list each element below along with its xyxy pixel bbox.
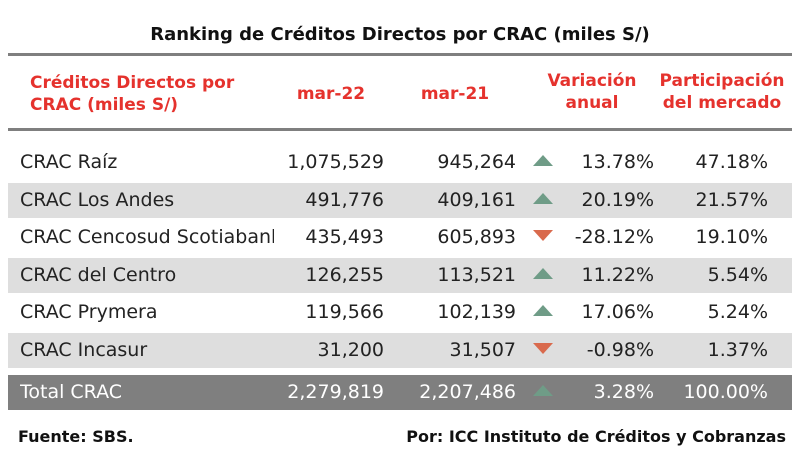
- row-name: CRAC del Centro: [20, 264, 177, 286]
- row-name: CRAC Prymera: [20, 301, 158, 323]
- trend-down-icon: [530, 220, 556, 255]
- row-name: CRAC Cencosud Scotiabank: [20, 226, 274, 248]
- row-variation: 17.06%: [581, 301, 654, 323]
- row-mar-22: 491,776: [305, 189, 384, 211]
- row-mar-21: 605,893: [437, 226, 516, 248]
- row-name: CRAC Raíz: [20, 151, 118, 173]
- table-row: CRAC Los Andes 491,776 409,161 20.19% 21.57%: [8, 183, 792, 218]
- row-share: 1.37%: [707, 339, 768, 361]
- header-name-line1: Créditos Directos por: [30, 73, 235, 93]
- top-rule: [8, 53, 792, 56]
- row-mar-21: 113,521: [437, 264, 516, 286]
- row-variation: 13.78%: [581, 151, 654, 173]
- trend-down-icon: [530, 333, 556, 368]
- header-variation: Variación anual: [532, 70, 652, 114]
- header-variation-line1: Variación: [547, 71, 637, 91]
- row-name: CRAC Incasur: [20, 339, 148, 361]
- row-mar-22: 119,566: [305, 301, 384, 323]
- row-share: 19.10%: [695, 226, 768, 248]
- row-share: 5.24%: [707, 301, 768, 323]
- total-mar-22: 2,279,819: [287, 381, 384, 403]
- total-mar-21: 2,207,486: [419, 381, 516, 403]
- chart-title: Ranking de Créditos Directos por CRAC (m…: [150, 24, 650, 45]
- trend-up-icon: [530, 295, 556, 330]
- table-row: CRAC Incasur 31,200 31,507 -0.98% 1.37%: [8, 333, 792, 368]
- row-name: CRAC Los Andes: [20, 189, 175, 211]
- row-mar-21: 409,161: [437, 189, 516, 211]
- row-share: 5.54%: [707, 264, 768, 286]
- total-name: Total CRAC: [20, 381, 123, 403]
- table-row: CRAC Prymera 119,566 102,139 17.06% 5.24%: [8, 295, 792, 330]
- row-mar-21: 945,264: [437, 151, 516, 173]
- total-variation: 3.28%: [593, 381, 654, 403]
- header-share-line2: del mercado: [662, 93, 782, 113]
- total-share: 100.00%: [683, 381, 768, 403]
- row-variation: -28.12%: [574, 226, 654, 248]
- total-trend-up-icon: [530, 375, 556, 410]
- table-row: CRAC Cencosud Scotiabank 435,493 605,893 -2…: [8, 220, 792, 255]
- row-mar-21: 102,139: [437, 301, 516, 323]
- row-share: 21.57%: [695, 189, 768, 211]
- trend-up-icon: [530, 258, 556, 293]
- header-name-line2: CRAC (miles S/): [30, 95, 179, 115]
- header-share: Participación del mercado: [652, 70, 792, 114]
- row-variation: 11.22%: [581, 264, 654, 286]
- header-name: Créditos Directos por CRAC (miles S/): [30, 72, 270, 116]
- row-mar-22: 126,255: [305, 264, 384, 286]
- row-variation: 20.19%: [581, 189, 654, 211]
- header-rule: [8, 128, 792, 131]
- header-mar-21: mar-21: [420, 84, 490, 104]
- table-row: CRAC Raíz 1,075,529 945,264 13.78% 47.18%: [8, 145, 792, 180]
- header-variation-line2: anual: [565, 93, 619, 113]
- row-mar-21: 31,507: [449, 339, 516, 361]
- row-mar-22: 31,200: [317, 339, 384, 361]
- footer-credit: Por: ICC Instituto de Créditos y Cobranz…: [406, 427, 786, 446]
- total-row: Total CRAC 2,279,819 2,207,486 3.28% 100…: [8, 375, 792, 410]
- header-share-line1: Participación: [659, 71, 785, 91]
- header-mar-22: mar-22: [296, 84, 366, 104]
- row-share: 47.18%: [695, 151, 768, 173]
- table-row: CRAC del Centro 126,255 113,521 11.22% 5.54%: [8, 258, 792, 293]
- row-mar-22: 1,075,529: [287, 151, 384, 173]
- trend-up-icon: [530, 183, 556, 218]
- trend-up-icon: [530, 145, 556, 180]
- footer-source: Fuente: SBS.: [18, 427, 134, 446]
- row-variation: -0.98%: [586, 339, 654, 361]
- row-mar-22: 435,493: [305, 226, 384, 248]
